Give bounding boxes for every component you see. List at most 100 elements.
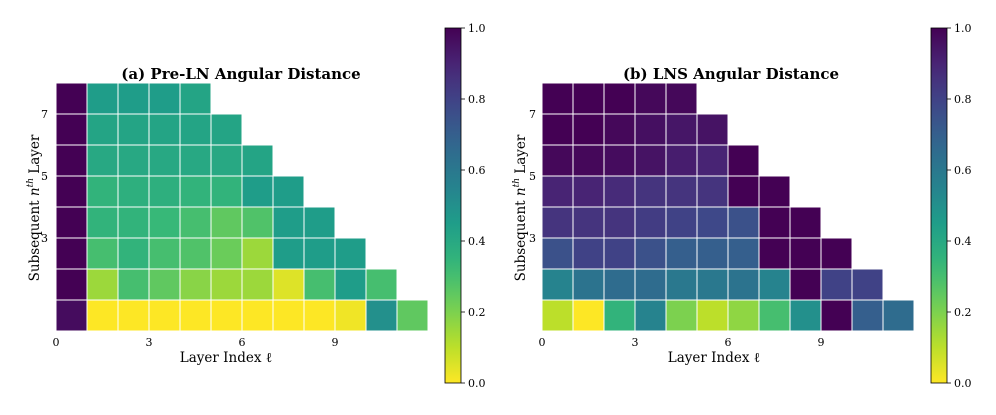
heatmap-cell [758,237,791,270]
heatmap-cell [86,268,119,301]
heatmap-cell [727,299,760,332]
heatmap-cell [820,299,853,332]
heatmap-cell [210,237,243,270]
heatmap-cell [541,82,574,115]
heatmap-cell [210,175,243,208]
heatmap-cell [541,144,574,177]
heatmap-cell [603,82,636,115]
heatmap-cell [148,237,181,270]
heatmap-cell [148,175,181,208]
heatmap-cell [117,144,150,177]
colorbar-b: 0.0 0.2 0.4 0.6 0.8 1.0 [930,22,972,390]
heatmap-cells-a [55,82,429,332]
heatmap-cell [55,175,88,208]
heatmap-cell [758,206,791,239]
heatmap-cell [117,299,150,332]
heatmap-cell [86,206,119,239]
heatmap-cell [179,299,212,332]
heatmap-cell [272,299,305,332]
heatmap-cell [55,268,88,301]
heatmap-cell [179,82,212,115]
y-tick-a-5: 5 [41,170,48,183]
heatmap-cell [148,268,181,301]
heatmap-cell [55,82,88,115]
heatmap-cell [572,113,605,146]
heatmap-cell [55,237,88,270]
heatmap-cell [696,144,729,177]
colorbar-tick-label-a: 0.2 [468,306,486,319]
heatmap-cell [882,299,915,332]
heatmap-cell [241,144,274,177]
heatmap-cell [272,206,305,239]
colorbar-tick-label-a: 0.6 [468,164,486,177]
heatmap-cell [541,268,574,301]
heatmap-cell [696,237,729,270]
heatmap-cell [634,237,667,270]
x-axis-label-a: Layer Index ℓ [180,350,272,366]
heatmap-cell [179,206,212,239]
heatmap-cell [241,237,274,270]
heatmap-cell [665,237,698,270]
colorbar-tick-label-b: 0.8 [954,93,972,106]
heatmap-cell [851,268,884,301]
colorbar-a: 0.0 0.2 0.4 0.6 0.8 1.0 [444,22,486,390]
colorbar-tick-label-b: 1.0 [954,22,972,35]
heatmap-panel-b: (b) LNS Angular Distance 7 5 3 0 3 6 9 L… [512,65,915,366]
heatmap-cell [365,299,398,332]
heatmap-cell [572,268,605,301]
heatmap-cell [241,299,274,332]
colorbar-tick-label-a: 0.0 [468,377,486,390]
heatmap-cell [851,299,884,332]
heatmap-cell [210,268,243,301]
heatmap-cell [758,268,791,301]
colorbar-tick-label-a: 0.8 [468,93,486,106]
heatmap-cell [117,237,150,270]
heatmap-cell [241,268,274,301]
heatmap-cell [55,144,88,177]
heatmap-cell [634,268,667,301]
heatmap-cell [272,175,305,208]
heatmap-cell [727,237,760,270]
heatmap-cell [210,113,243,146]
heatmap-cell [696,175,729,208]
colorbar-tick-label-b: 0.2 [954,306,972,319]
heatmap-cell [179,113,212,146]
heatmap-cell [727,175,760,208]
heatmap-cell [210,206,243,239]
heatmap-cell [272,237,305,270]
x-tick-a-0: 0 [53,336,60,349]
heatmap-cell [572,237,605,270]
heatmap-cell [334,237,367,270]
x-tick-a-9: 9 [332,336,339,349]
heatmap-cell [603,175,636,208]
heatmap-cell [665,175,698,208]
heatmap-cell [241,206,274,239]
heatmap-cell [303,237,336,270]
heatmap-cell [541,237,574,270]
heatmap-cell [55,299,88,332]
heatmap-cell [303,206,336,239]
heatmap-cell [210,144,243,177]
heatmap-cell [634,206,667,239]
heatmap-cell [179,175,212,208]
y-tick-b-7: 7 [529,108,536,121]
heatmap-cell [634,82,667,115]
heatmap-cell [303,299,336,332]
x-axis-label-b: Layer Index ℓ [668,350,760,366]
heatmap-cell [117,175,150,208]
heatmap-cell [179,268,212,301]
heatmap-cell [365,268,398,301]
heatmap-cell [696,206,729,239]
heatmap-cell [665,299,698,332]
colorbar-tick-label-b: 0.6 [954,164,972,177]
heatmap-cell [117,206,150,239]
heatmap-cell [55,206,88,239]
y-tick-b-5: 5 [529,170,536,183]
y-axis-label-b: Subsequent nth Layer [512,134,529,281]
heatmap-cell [148,82,181,115]
heatmap-cell [272,268,305,301]
x-tick-b-9: 9 [818,336,825,349]
heatmap-cell [572,299,605,332]
heatmap-cell [696,113,729,146]
